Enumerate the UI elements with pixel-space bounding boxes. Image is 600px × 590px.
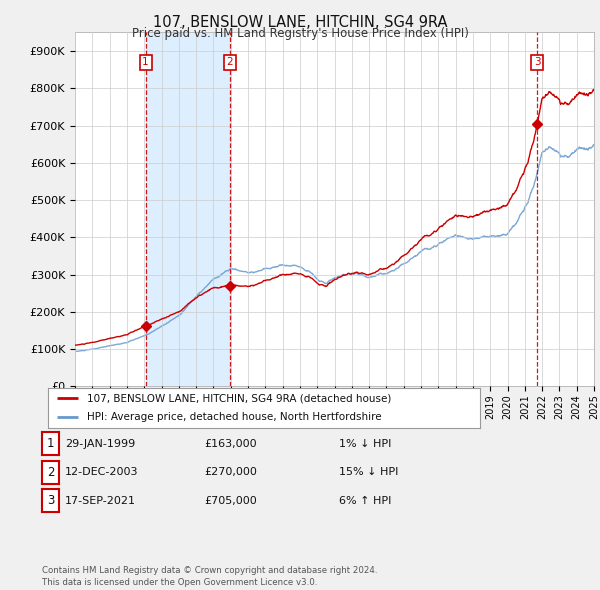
Text: 1: 1	[142, 57, 149, 67]
Text: 6% ↑ HPI: 6% ↑ HPI	[339, 496, 391, 506]
Text: 1% ↓ HPI: 1% ↓ HPI	[339, 439, 391, 449]
Text: Price paid vs. HM Land Registry's House Price Index (HPI): Price paid vs. HM Land Registry's House …	[131, 27, 469, 40]
Text: £163,000: £163,000	[204, 439, 257, 449]
Text: 2: 2	[47, 466, 54, 478]
Text: 29-JAN-1999: 29-JAN-1999	[65, 439, 135, 449]
Text: 3: 3	[47, 494, 54, 507]
Text: 3: 3	[534, 57, 541, 67]
Text: 107, BENSLOW LANE, HITCHIN, SG4 9RA: 107, BENSLOW LANE, HITCHIN, SG4 9RA	[153, 15, 447, 30]
Text: £270,000: £270,000	[204, 467, 257, 477]
Text: 2: 2	[227, 57, 233, 67]
Bar	[146, 32, 230, 386]
Text: 17-SEP-2021: 17-SEP-2021	[65, 496, 136, 506]
Text: 15% ↓ HPI: 15% ↓ HPI	[339, 467, 398, 477]
Text: Contains HM Land Registry data © Crown copyright and database right 2024.
This d: Contains HM Land Registry data © Crown c…	[42, 566, 377, 587]
Text: 107, BENSLOW LANE, HITCHIN, SG4 9RA (detached house): 107, BENSLOW LANE, HITCHIN, SG4 9RA (det…	[87, 394, 391, 404]
Text: 12-DEC-2003: 12-DEC-2003	[65, 467, 139, 477]
Text: HPI: Average price, detached house, North Hertfordshire: HPI: Average price, detached house, Nort…	[87, 412, 382, 422]
Text: 1: 1	[47, 437, 54, 450]
Text: £705,000: £705,000	[204, 496, 257, 506]
